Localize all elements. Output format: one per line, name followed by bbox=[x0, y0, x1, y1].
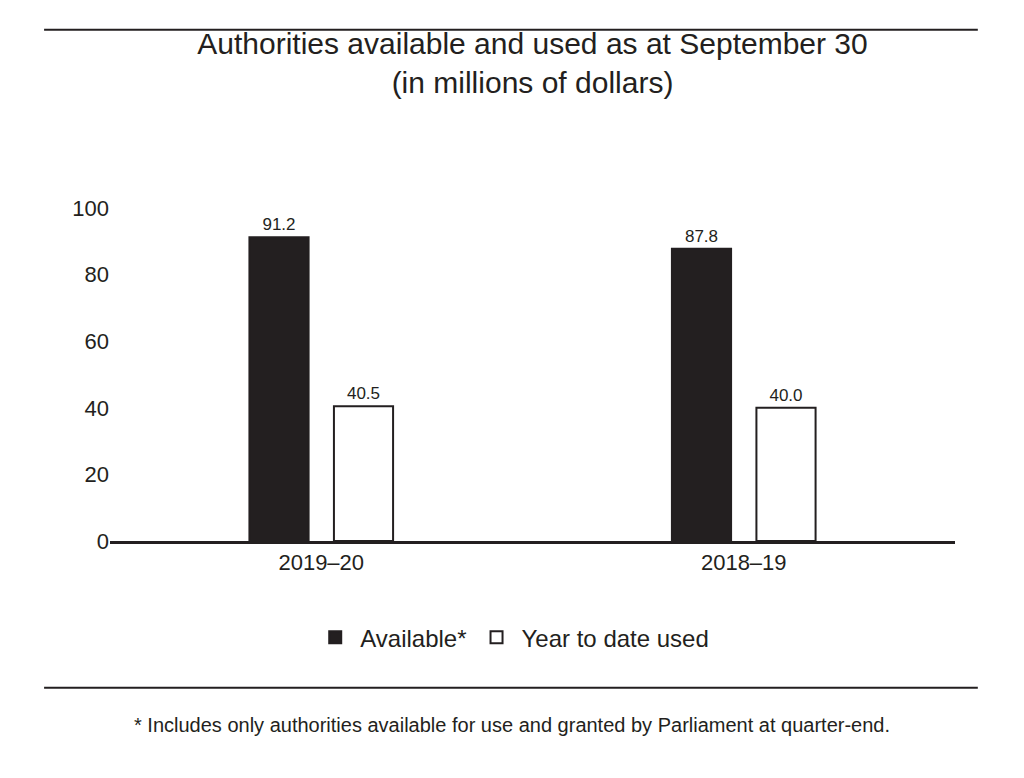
svg-text:20: 20 bbox=[85, 462, 109, 487]
svg-text:* Includes only authorities av: * Includes only authorities available fo… bbox=[134, 714, 890, 736]
svg-text:Year to date used: Year to date used bbox=[522, 625, 709, 652]
svg-text:91.2: 91.2 bbox=[262, 215, 295, 234]
svg-text:60: 60 bbox=[85, 329, 109, 354]
svg-text:100: 100 bbox=[72, 196, 109, 221]
svg-text:40: 40 bbox=[85, 396, 109, 421]
svg-text:87.8: 87.8 bbox=[685, 227, 718, 246]
svg-text:2018–19: 2018–19 bbox=[701, 550, 787, 575]
svg-text:40.5: 40.5 bbox=[347, 384, 380, 403]
svg-text:Available*: Available* bbox=[360, 625, 466, 652]
svg-text:0: 0 bbox=[97, 529, 109, 554]
svg-text:2019–20: 2019–20 bbox=[278, 550, 364, 575]
svg-text:Authorities available and used: Authorities available and used as at Sep… bbox=[197, 27, 867, 99]
svg-text:80: 80 bbox=[85, 262, 109, 287]
svg-text:40.0: 40.0 bbox=[769, 386, 802, 405]
